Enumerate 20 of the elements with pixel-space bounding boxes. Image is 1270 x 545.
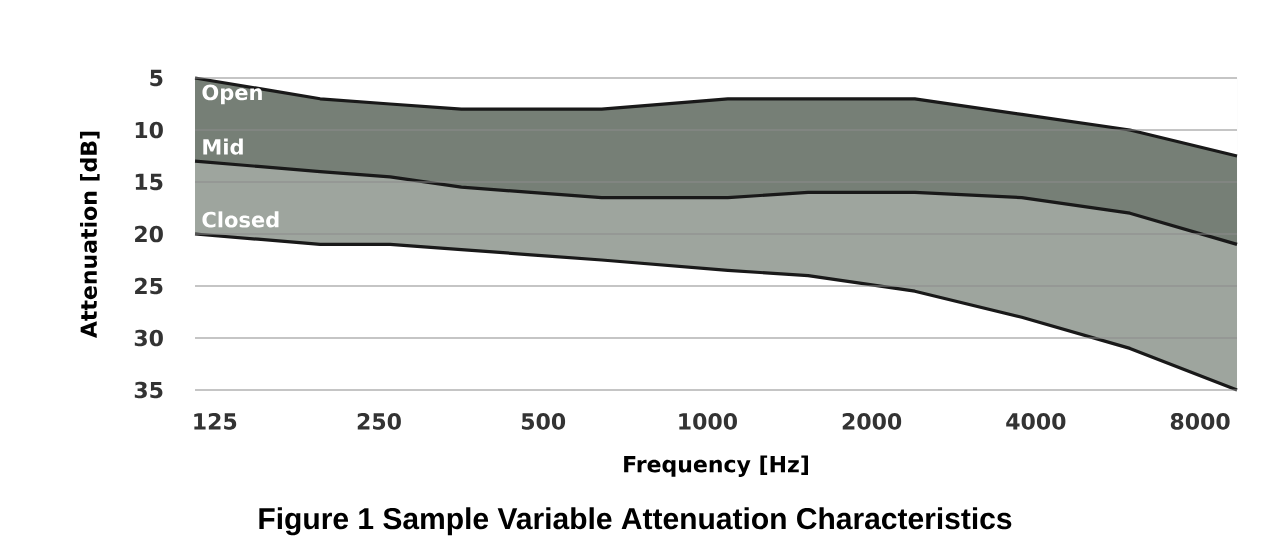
- text: Figure 1 Sample Variable Attenuation Characteristics: [259, 507, 1012, 536]
- y-tick-label: 35: [134, 381, 163, 399]
- y-tick-label: 20: [135, 225, 163, 243]
- x-tick-label: 4000: [1006, 413, 1066, 430]
- series-label: Open: [202, 84, 262, 105]
- x-tick-label: 8000: [1170, 413, 1230, 430]
- y-axis-title: Attenuation [dB]: [79, 131, 100, 339]
- x-tick-label: 250: [357, 413, 401, 430]
- y-tick-label: 30: [134, 329, 163, 347]
- y-tick-label: 10: [135, 121, 163, 139]
- y-tick-label: 5: [150, 69, 163, 87]
- x-tick-label: 500: [521, 413, 566, 430]
- y-tick-label: 25: [135, 277, 163, 295]
- series-label: Closed: [202, 211, 279, 228]
- x-tick-label: 125: [194, 413, 237, 430]
- x-tick-label: 2000: [842, 413, 902, 430]
- x-axis-title: Frequency [Hz]: [624, 455, 808, 477]
- y-tick-label: 15: [135, 173, 163, 191]
- x-tick-label: 1000: [679, 413, 737, 430]
- series-label: Mid: [203, 138, 243, 155]
